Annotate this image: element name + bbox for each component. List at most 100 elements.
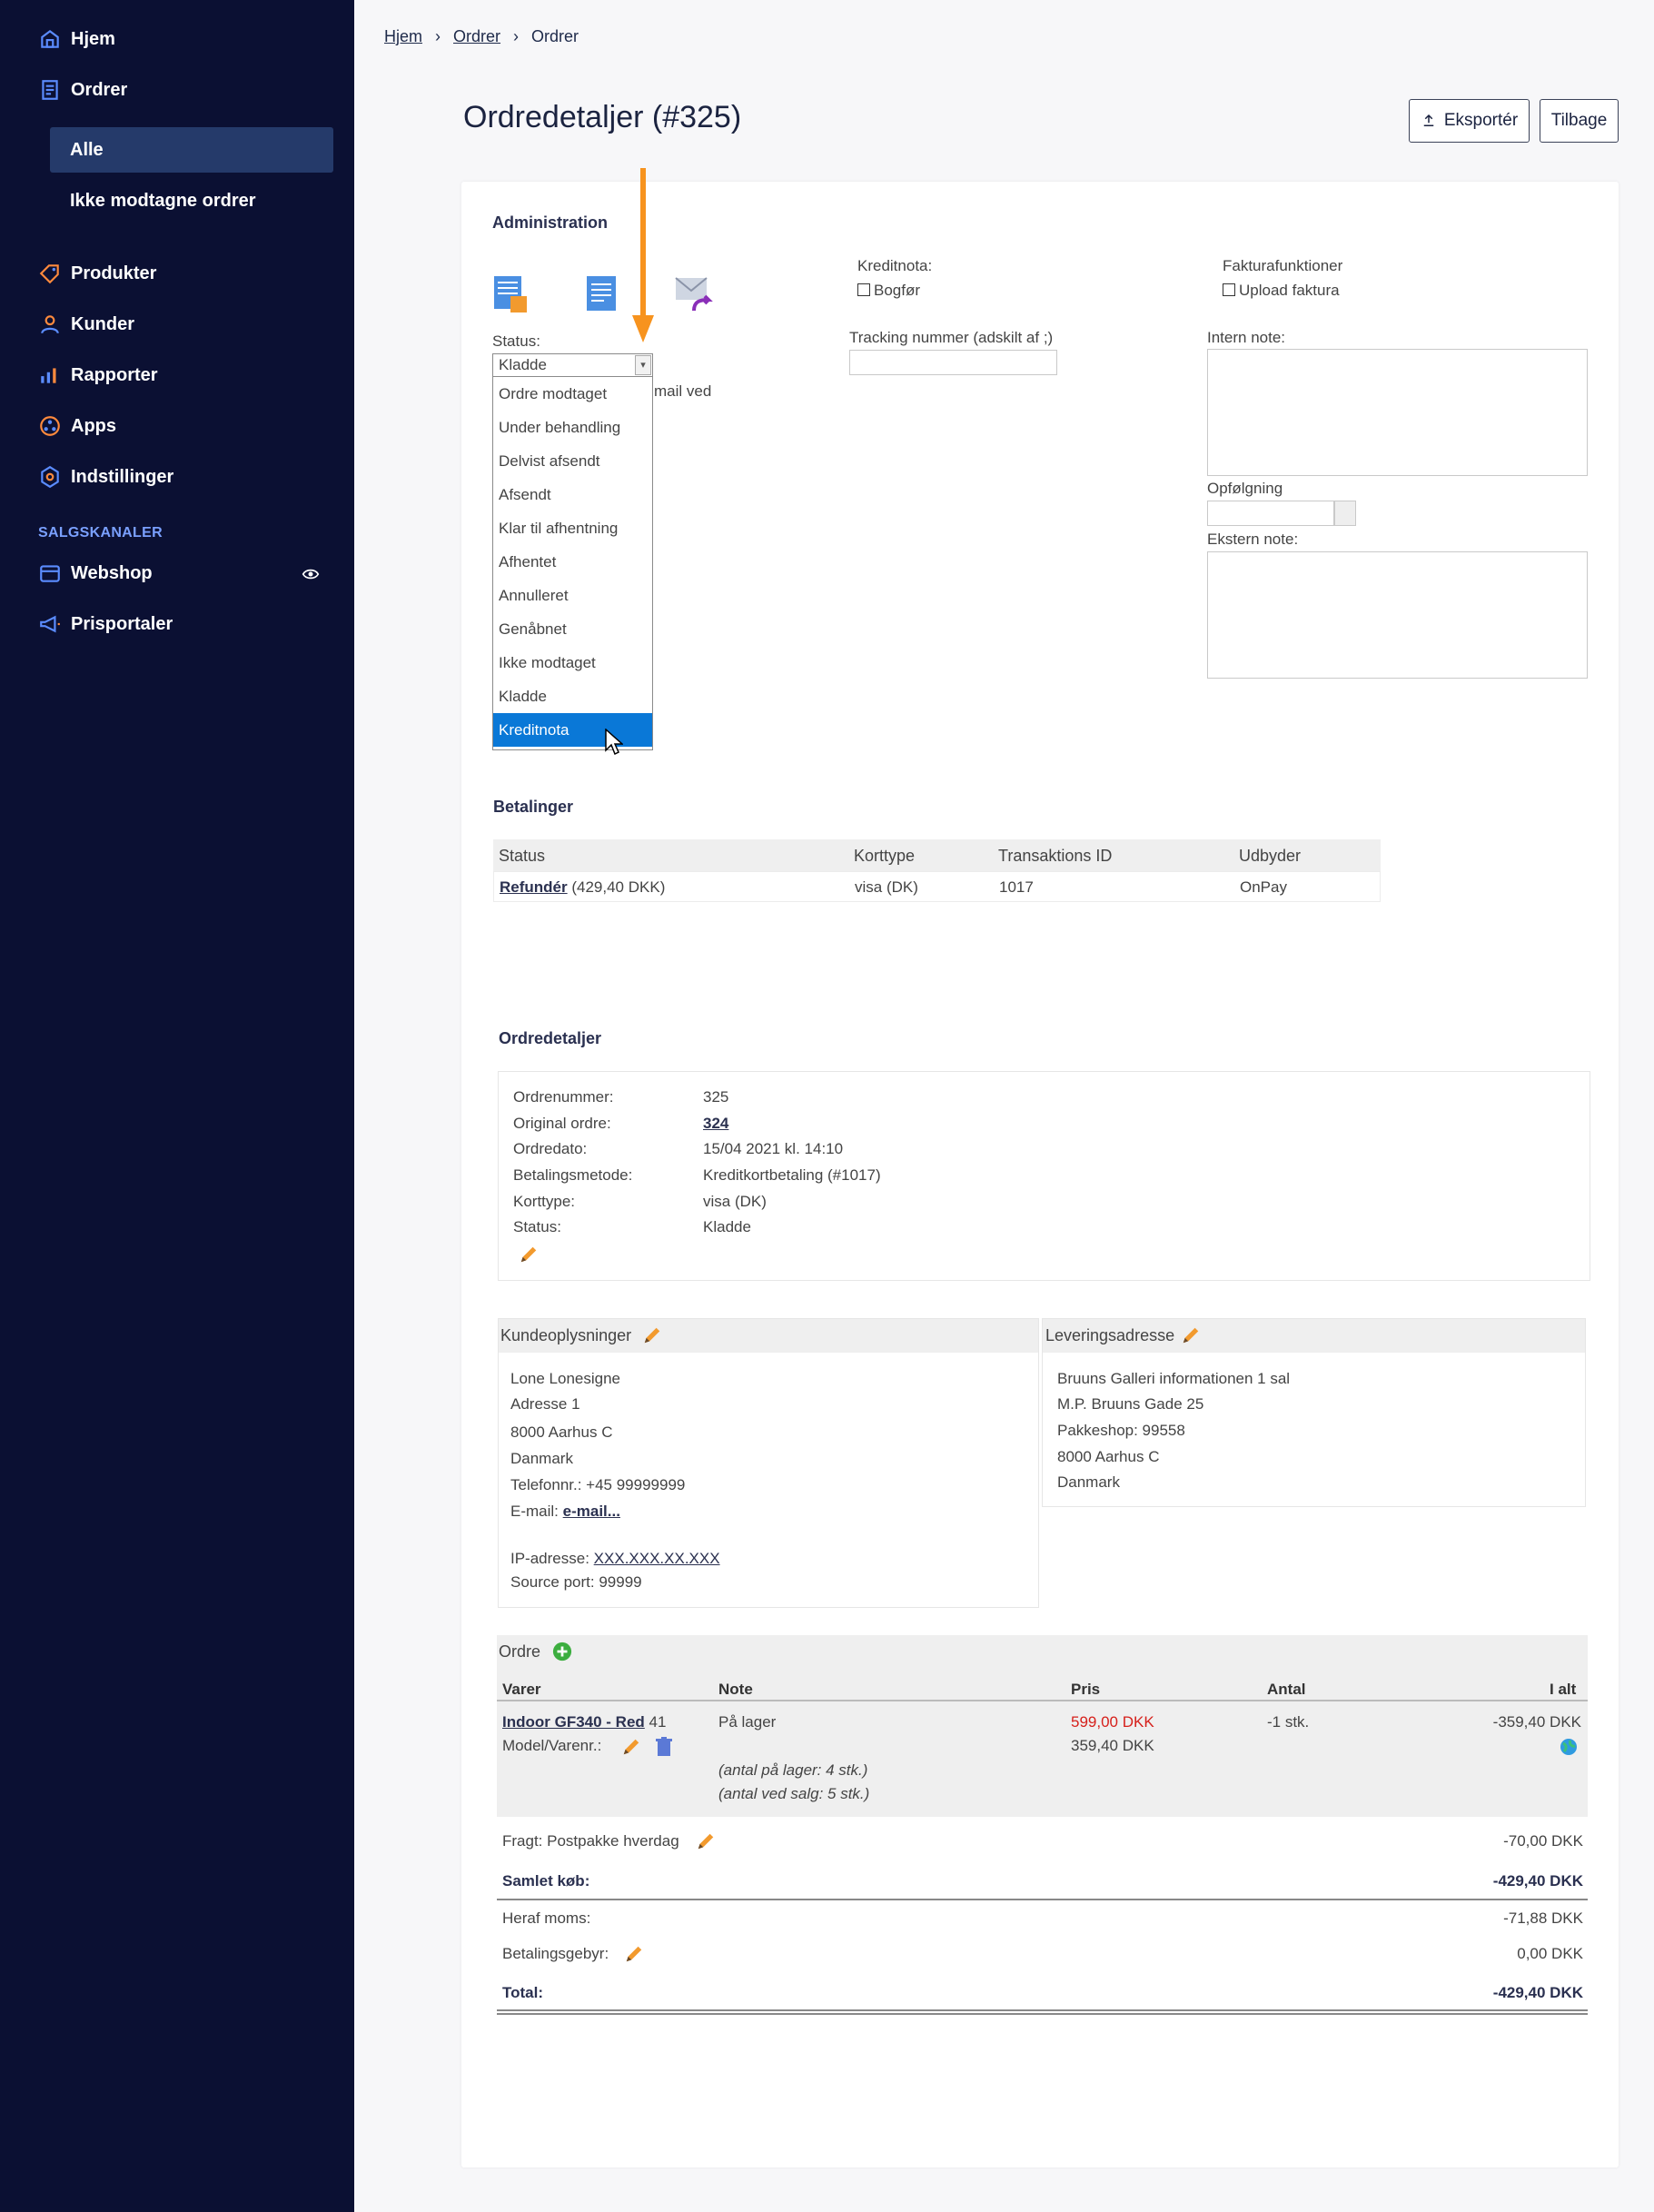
order-title: Ordre [499,1642,541,1661]
sidebar-item-apps[interactable]: Apps [38,412,116,440]
sidebar-item-hjem[interactable]: Hjem [38,25,115,53]
forward-mail-icon[interactable] [672,274,714,316]
ekstern-note-textarea[interactable] [1207,551,1588,679]
eye-icon[interactable] [302,565,320,583]
payment-provider: OnPay [1240,878,1287,896]
export-button[interactable]: Eksportér [1409,99,1530,143]
apps-icon [40,416,60,436]
product-link[interactable]: Indoor GF340 - Red [502,1713,645,1731]
order-header: Ordre [497,1635,1588,1669]
bogfoer-label: Bogfør [874,282,921,299]
total-label: Total: [502,1984,544,2001]
divider [497,1700,1588,1701]
checkbox-icon[interactable] [1223,283,1235,296]
freight-label: Fragt: Postpakke hverdag [502,1832,679,1850]
breadcrumb-link-hjem[interactable]: Hjem [384,27,423,45]
original-order-link[interactable]: 324 [703,1115,728,1133]
order-items-area [497,1669,1588,1817]
order-item-original-price: 599,00 DKK [1071,1713,1154,1731]
upload-faktura-checkbox[interactable]: Upload faktura [1223,282,1340,300]
chevron-down-icon[interactable]: ▾ [635,355,651,375]
status-option[interactable]: Genåbnet [499,620,567,638]
detail-label: Ordredato: [513,1140,588,1157]
breadcrumb: Hjem › Ordrer › Ordrer [384,27,579,46]
opfoelgning-label: Opfølgning [1207,480,1283,497]
status-option[interactable]: Annulleret [499,587,569,604]
tracking-input[interactable] [849,350,1057,375]
breadcrumb-link-ordrer[interactable]: Ordrer [453,27,501,45]
sidebar-item-produkter[interactable]: Produkter [38,260,156,287]
fee-label: Betalingsgebyr: [502,1945,609,1962]
back-button[interactable]: Tilbage [1540,99,1619,143]
order-item-stock-note: (antal ved salg: 5 stk.) [718,1785,870,1802]
freight-value: -70,00 DKK [1503,1832,1583,1850]
pencil-icon[interactable] [1181,1325,1201,1345]
add-icon[interactable] [552,1642,572,1661]
tag-icon [39,264,59,284]
refund-link[interactable]: Refundér [500,878,568,896]
section-title-ordredetaljer: Ordredetaljer [499,1029,602,1047]
chevron-right-icon: › [513,27,520,45]
bogfoer-checkbox[interactable]: Bogfør [857,282,920,300]
status-option-selected[interactable]: Kreditnota [493,713,652,747]
partially-hidden-text: mail ved [654,382,712,400]
order-item-note: På lager [718,1713,777,1731]
detail-label: Status: [513,1218,561,1235]
sidebar-item-indstillinger[interactable]: Indstillinger [38,463,173,491]
sidebar-item-label: Webshop [71,562,153,583]
payment-card-type: visa (DK) [855,878,918,896]
order-item-model-label: Model/Varenr.: [502,1737,602,1754]
sidebar-item-rapporter[interactable]: Rapporter [38,362,158,389]
original-order-link-text[interactable]: 324 [703,1115,729,1132]
sidebar: Hjem Ordrer Alle Ikke modtagne ordrer Pr… [0,0,354,2212]
status-option[interactable]: Afsendt [499,486,551,503]
trash-icon[interactable] [655,1737,673,1757]
sidebar-sub-item-alle-bg[interactable] [50,127,333,173]
col-header-ialt: I alt [1550,1681,1577,1698]
invoice-icon[interactable] [490,274,532,316]
opfoelgning-date-input[interactable] [1207,501,1334,526]
status-option[interactable]: Under behandling [499,419,621,436]
status-option[interactable]: Afhentet [499,553,557,570]
intern-note-textarea[interactable] [1207,349,1588,476]
status-dropdown-list: Ordre modtaget Under behandling Delvist … [492,376,653,750]
detail-value-korttype: visa (DK) [703,1193,767,1210]
status-option[interactable]: Ordre modtaget [499,385,608,402]
pencil-icon[interactable] [696,1831,716,1851]
email-link[interactable]: e-mail... [562,1503,620,1520]
sidebar-item-kunder[interactable]: Kunder [38,311,134,338]
customer-line: Telefonnr.: +45 99999999 [510,1476,686,1493]
globe-icon[interactable] [1560,1738,1578,1756]
receipt-icon[interactable] [581,274,623,316]
col-header-varer: Varer [502,1681,541,1698]
sidebar-item-label: Produkter [71,263,157,283]
page-title: Ordredetaljer (#325) [463,100,742,134]
detail-label: Original ordre: [513,1115,611,1132]
pencil-icon[interactable] [642,1325,662,1345]
pencil-icon[interactable] [519,1245,539,1265]
delivery-line: M.P. Bruuns Gade 25 [1057,1395,1204,1413]
customer-line: 8000 Aarhus C [510,1423,613,1441]
pencil-icon[interactable] [624,1944,644,1964]
col-header-note: Note [718,1681,753,1698]
ip-link[interactable]: XXX.XXX.XX.XXX [593,1550,720,1567]
faktura-label: Fakturafunktioner [1223,257,1343,274]
sidebar-sub-item-alle[interactable]: Alle [70,140,104,160]
sidebar-item-ordrer[interactable]: Ordrer [38,76,127,104]
moms-label: Heraf moms: [502,1909,591,1927]
checkbox-icon[interactable] [857,283,870,296]
status-option[interactable]: Kladde [499,688,547,705]
status-option[interactable]: Klar til afhentning [499,520,619,537]
sidebar-item-prisportaler[interactable]: Prisportaler [38,610,173,638]
status-select[interactable]: Kladde ▾ [492,353,653,377]
status-option[interactable]: Delvist afsendt [499,452,600,470]
export-button-label: Eksportér [1443,111,1519,130]
total-value: -429,40 DKK [1492,1984,1583,2001]
sidebar-sub-item-ikke-modtagne[interactable]: Ikke modtagne ordrer [70,191,256,211]
pencil-icon[interactable] [621,1737,641,1757]
sidebar-item-webshop[interactable]: Webshop [38,560,153,587]
delivery-line: Bruuns Galleri informationen 1 sal [1057,1370,1291,1387]
calendar-icon[interactable] [1334,501,1356,526]
delivery-line: Danmark [1057,1473,1120,1491]
status-option[interactable]: Ikke modtaget [499,654,596,671]
